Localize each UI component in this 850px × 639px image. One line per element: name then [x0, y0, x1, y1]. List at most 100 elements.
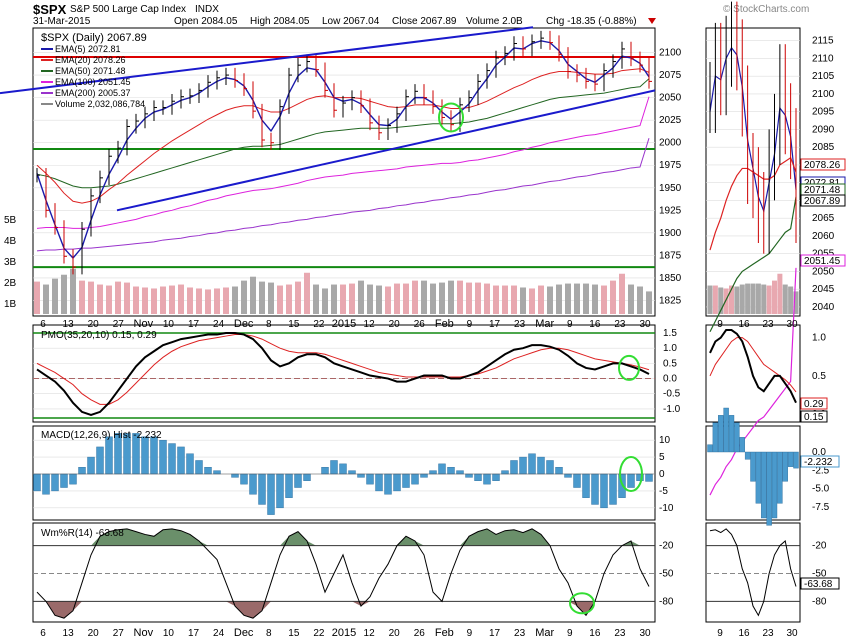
x-axis-label-bottom: 13: [63, 628, 75, 639]
volume-bar: [115, 281, 121, 314]
macd-hist-bar: [213, 470, 221, 475]
volume-bar: [349, 283, 355, 314]
volume-bar: [376, 285, 382, 314]
macd-hist-bar: [141, 436, 149, 475]
volume-bar: [106, 285, 112, 314]
macd-hist-bar: [267, 473, 275, 515]
x-axis-label-bottom: 2015: [332, 627, 356, 639]
volume-bar: [313, 284, 319, 314]
macd-hist-bar: [303, 473, 311, 481]
zoom-value-label: 2071.48: [804, 185, 841, 196]
volume-bar: [151, 288, 157, 314]
volume-bar: [187, 287, 193, 314]
volume-bar: [520, 287, 526, 314]
zoom-price-tick: 2045: [812, 284, 835, 295]
x-axis-label: 26: [414, 319, 426, 330]
ema-line-4: [36, 96, 650, 229]
volume-bar: [142, 287, 148, 314]
volume-bar: [367, 284, 373, 314]
volume-bar: [97, 284, 103, 314]
zoom-macd-bar: [793, 451, 799, 469]
x-axis-label-bottom: 10: [163, 628, 175, 639]
wmr-overbought-fill: [487, 528, 496, 546]
macd-hist-bar: [168, 443, 176, 475]
quote-low: Low 2067.04: [322, 16, 380, 27]
macd-hist-bar: [339, 463, 347, 475]
volume-bar: [241, 280, 247, 314]
zoom-x-label: 23: [762, 319, 774, 330]
volume-bar: [610, 280, 616, 314]
volume-bar: [250, 276, 256, 314]
wmr-oversold-fill: [55, 601, 64, 619]
highlight-circle: [438, 102, 464, 133]
symbol-label: $SPX: [33, 2, 67, 17]
wmr-oversold-fill: [577, 601, 586, 616]
legend-label: EMA(100) 2051.45: [55, 77, 131, 87]
macd-hist-bar: [438, 463, 446, 475]
macd-hist-bar: [528, 453, 536, 475]
wmr-oversold-fill: [244, 601, 253, 619]
pmo-y-tick: -1.0: [663, 404, 681, 415]
price-y-tick: 1825: [659, 295, 682, 306]
x-axis-label-bottom: 9: [467, 628, 473, 639]
x-axis-label: Feb: [435, 318, 454, 330]
volume-bar: [457, 280, 463, 314]
quote-high: High 2084.05: [250, 16, 310, 27]
volume-tick: 1B: [4, 299, 17, 310]
macd-y-tick: -5: [659, 486, 668, 497]
wmr-overbought-fill: [127, 528, 136, 546]
macd-hist-bar: [87, 456, 95, 475]
x-axis-label-bottom: 23: [614, 628, 626, 639]
volume-bar: [538, 285, 544, 314]
macd-y-tick: 5: [659, 452, 665, 463]
volume-bar: [358, 280, 364, 314]
zoom-price-tick: 2090: [812, 124, 835, 135]
change-down-arrow-icon: [648, 18, 656, 24]
wmr-overbought-fill: [118, 528, 127, 546]
macd-hist-bar: [465, 473, 473, 478]
index-name: S&P 500 Large Cap Index: [70, 4, 187, 15]
macd-hist-bar: [393, 473, 401, 492]
macd-hist-bar: [564, 473, 572, 478]
volume-bar: [70, 268, 76, 314]
x-axis-label-bottom: 15: [288, 628, 300, 639]
zoom-macd-bar: [739, 437, 745, 453]
legend-label: EMA(200) 2005.37: [55, 88, 131, 98]
volume-tick: 2B: [4, 278, 17, 289]
wmr-overbought-fill: [109, 529, 118, 546]
wmr-overbought-fill: [298, 531, 307, 546]
x-axis-label: 23: [514, 319, 526, 330]
price-y-tick: 1850: [659, 273, 682, 284]
x-axis-label: 13: [63, 319, 75, 330]
macd-hist-bar: [285, 473, 293, 498]
wmr-line: [36, 528, 650, 619]
zoom-volume-bar: [750, 283, 756, 314]
macd-hist-bar: [402, 473, 410, 488]
zoom-volume-bar: [761, 284, 767, 314]
legend-label: Volume 2,032,086,784: [55, 99, 145, 109]
pmo-line-0: [36, 332, 650, 417]
zoom-pmo-tick: 0.5: [812, 371, 826, 382]
macd-hist-bar: [582, 473, 590, 498]
volume-bar: [286, 284, 292, 314]
x-axis-label: 22: [313, 319, 325, 330]
wmr-overbought-fill: [532, 528, 541, 546]
volume-bar: [52, 278, 58, 314]
zoom-volume-bar: [772, 280, 777, 314]
legend-label: EMA(20) 2078.26: [55, 55, 126, 65]
zoom-price-tick: 2055: [812, 249, 835, 260]
volume-bar: [268, 282, 274, 314]
zoom-volume-bar: [777, 273, 783, 314]
macd-hist-bar: [231, 473, 239, 478]
macd-hist-bar: [33, 473, 41, 492]
volume-bar: [547, 286, 553, 314]
pmo-panel-frame: [32, 324, 656, 423]
x-axis-label-bottom: 9: [567, 628, 573, 639]
macd-title: MACD(12,26,9) Hist -2.232: [41, 430, 162, 441]
volume-bar: [34, 281, 40, 314]
x-axis-label-bottom: Dec: [234, 627, 254, 639]
macd-hist-bar: [78, 467, 86, 475]
quote-change: Chg -18.35 (-0.88%): [546, 16, 637, 27]
macd-hist-bar: [456, 470, 464, 475]
macd-hist-bar: [330, 460, 338, 475]
